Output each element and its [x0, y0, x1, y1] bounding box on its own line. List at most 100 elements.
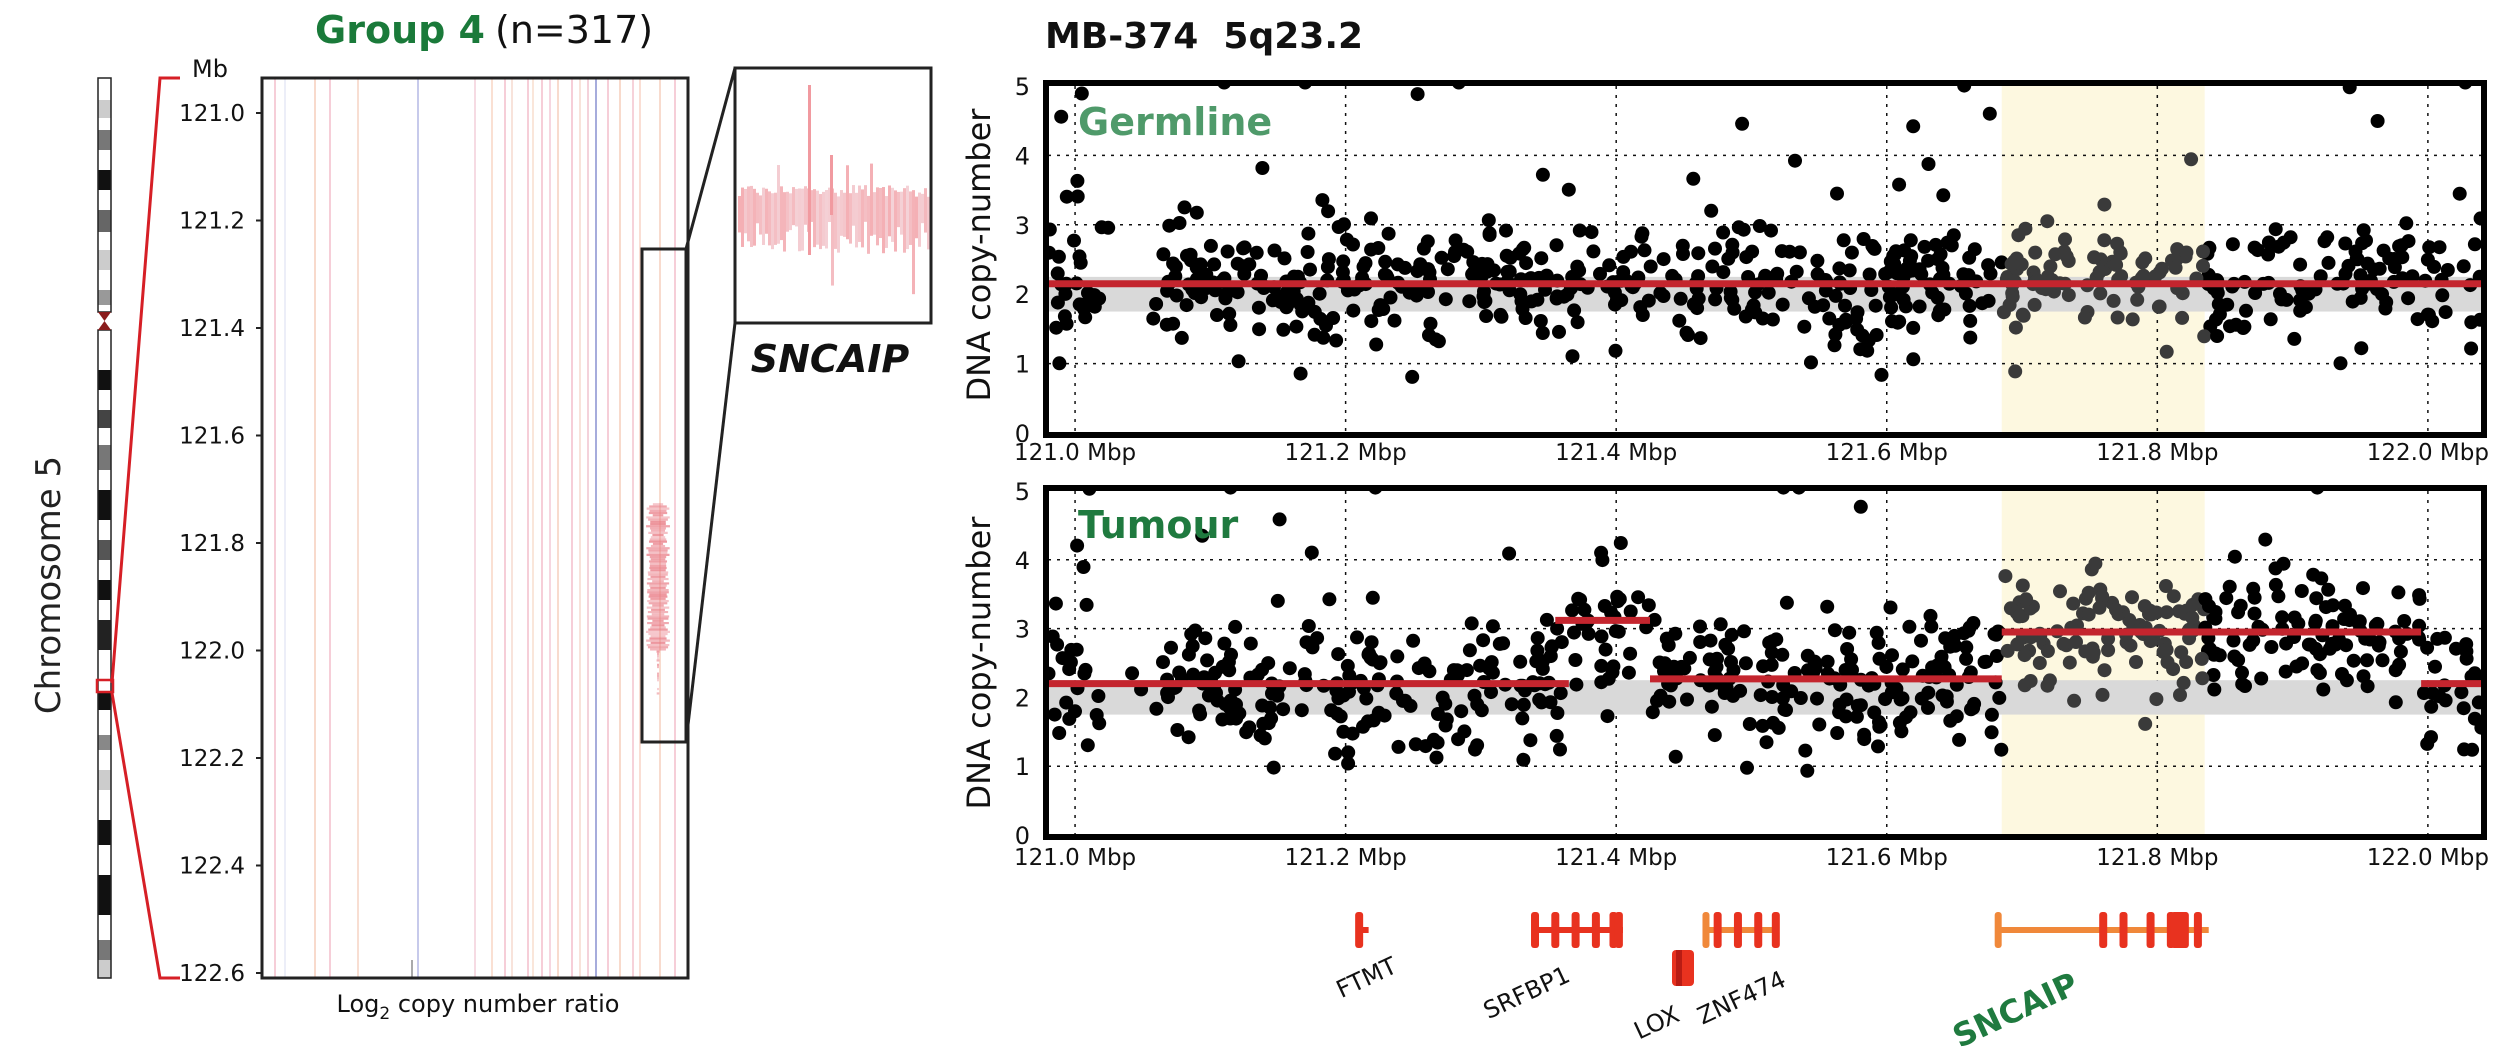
data-point — [2452, 186, 2467, 201]
data-point — [1315, 193, 1330, 208]
data-point — [1996, 305, 2011, 320]
data-point — [1862, 267, 1877, 282]
data-point — [1364, 314, 1379, 329]
data-point — [1239, 725, 1254, 740]
data-point — [1069, 642, 1084, 657]
data-point — [1185, 639, 1200, 653]
data-point — [1516, 697, 1531, 712]
data-point — [1408, 285, 1422, 300]
data-point — [1804, 355, 1818, 370]
data-point — [1358, 256, 1373, 271]
data-point — [1571, 591, 1586, 606]
data-point — [1466, 255, 1481, 270]
zoom-inset-bar — [786, 191, 789, 232]
data-point — [1608, 343, 1623, 358]
data-point — [1270, 688, 1285, 703]
data-point — [2017, 648, 2032, 663]
data-point — [1078, 297, 1093, 312]
data-point — [1979, 654, 1994, 669]
data-point — [1963, 330, 1978, 345]
data-point — [2345, 294, 2360, 309]
data-point — [1383, 290, 1398, 305]
data-point — [2195, 671, 2210, 686]
data-point — [1869, 328, 1884, 342]
ideogram-band — [98, 960, 111, 978]
data-point — [2464, 341, 2479, 356]
data-point — [1948, 638, 1963, 653]
data-point — [1465, 267, 1480, 282]
zoom-inset-bar — [897, 191, 900, 228]
data-point — [1059, 189, 1074, 204]
mb-label: Mb — [192, 55, 228, 83]
data-point — [1721, 641, 1736, 656]
data-point — [2456, 259, 2471, 274]
data-point — [1550, 706, 1565, 720]
data-point — [1797, 319, 1812, 334]
data-point — [1282, 661, 1297, 676]
data-point — [1935, 260, 1950, 275]
data-point — [1844, 245, 1859, 260]
data-point — [2062, 655, 2077, 670]
data-point — [1322, 592, 1337, 607]
data-point — [2149, 692, 2164, 707]
data-point — [1572, 223, 1587, 238]
data-point — [1519, 256, 1534, 271]
data-point — [1364, 242, 1379, 257]
data-point — [1277, 251, 1292, 266]
data-point — [1906, 320, 1921, 335]
data-point — [1494, 309, 1509, 324]
zoom-inset-bar — [747, 186, 750, 242]
data-point — [2066, 596, 2081, 611]
data-point — [1221, 654, 1236, 669]
data-point — [2056, 636, 2071, 651]
data-point — [1567, 303, 1582, 318]
data-point — [2123, 638, 2138, 653]
data-point — [1524, 294, 1539, 309]
data-point — [1477, 295, 1492, 310]
ideogram-band — [98, 490, 111, 520]
data-point — [2081, 585, 2096, 600]
ideogram-band — [98, 428, 111, 445]
data-point — [2438, 305, 2453, 320]
data-point — [1074, 86, 1089, 101]
data-point — [1371, 303, 1386, 317]
gene-exon — [2193, 912, 2202, 948]
data-point — [2185, 610, 2200, 625]
data-point — [2057, 244, 2072, 259]
data-point — [2424, 699, 2439, 714]
zoom-inset-bar — [885, 196, 888, 248]
data-point — [1742, 717, 1757, 731]
data-point — [1656, 252, 1671, 267]
data-point — [1708, 292, 1723, 307]
data-point — [1438, 292, 1453, 307]
data-point — [1921, 157, 1936, 171]
data-point — [1668, 749, 1683, 764]
data-point — [1661, 638, 1676, 653]
data-point — [1276, 702, 1291, 717]
data-point — [1062, 711, 1077, 726]
heatmap-y-axis: 121.0 121.2 121.4 121.6 121.8 122.0 122.2 122.4… — [179, 101, 262, 987]
data-point — [1597, 599, 1612, 613]
data-point — [2197, 329, 2212, 344]
germline-x-axis: 121.0 Mbp 121.2 Mbp 121.4 Mbp 121.6 Mbp 121.… — [1014, 440, 2489, 466]
data-point — [2294, 584, 2309, 598]
data-point — [1255, 161, 1270, 175]
data-point — [1612, 592, 1627, 607]
data-point — [1390, 649, 1405, 664]
y-tick-label: 3 — [1015, 616, 1030, 644]
data-point — [2028, 245, 2043, 260]
data-point — [1912, 299, 1927, 314]
heatmap-y-tick-label: 121.8 — [179, 531, 245, 557]
data-point — [1842, 625, 1857, 640]
data-point — [1331, 691, 1346, 706]
data-point — [1341, 756, 1356, 771]
group-title: Group 4 (n=317) — [315, 8, 653, 52]
zoom-inset-bar — [804, 186, 807, 225]
data-point — [1462, 294, 1477, 309]
data-point — [2346, 653, 2361, 668]
data-point — [1991, 624, 2006, 639]
data-point — [2125, 590, 2139, 605]
data-point — [1853, 499, 1868, 514]
data-point — [2375, 653, 2390, 668]
data-point — [2086, 645, 2101, 660]
